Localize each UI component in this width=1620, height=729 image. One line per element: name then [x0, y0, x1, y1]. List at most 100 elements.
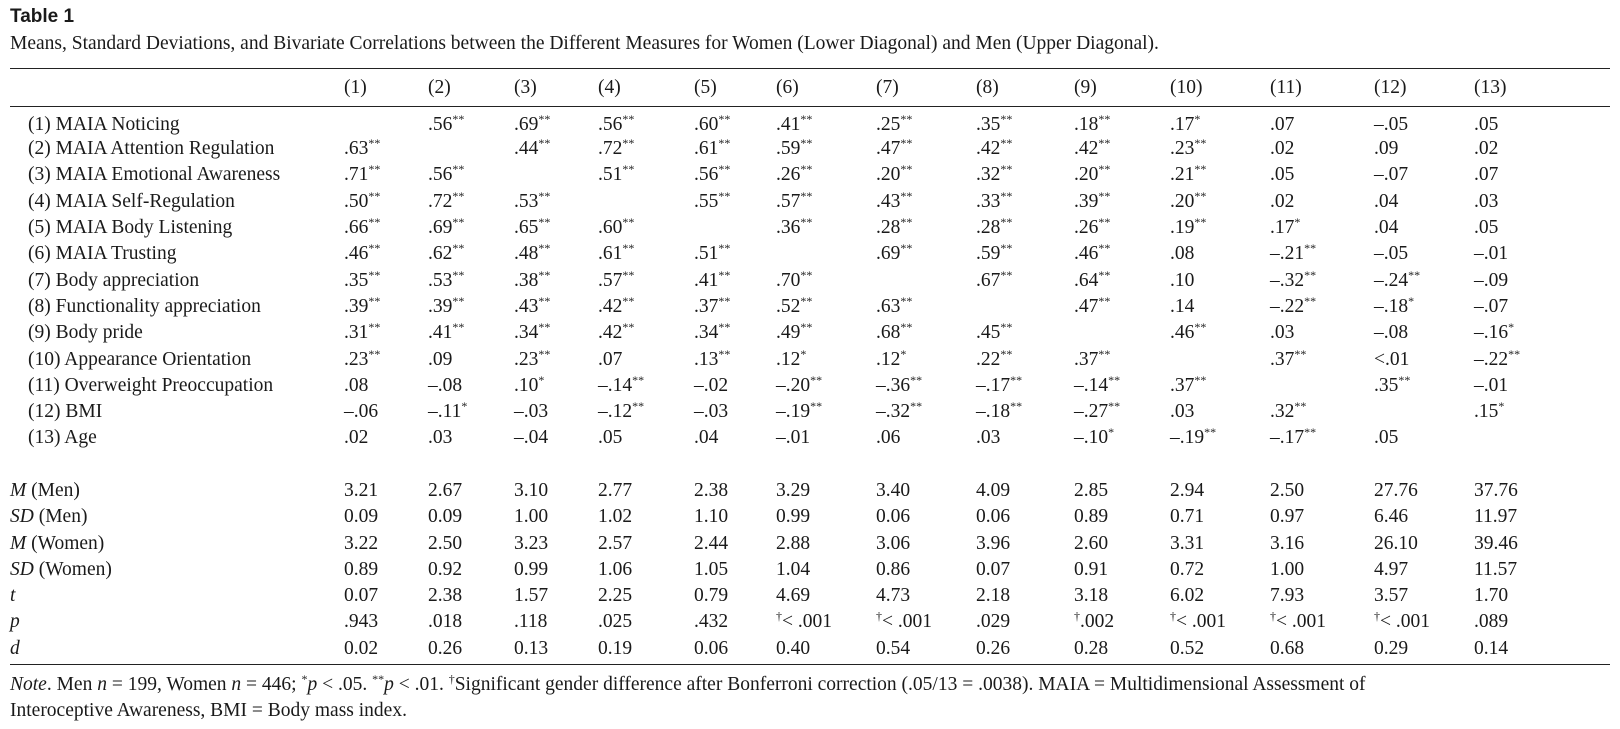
- correlation-cell: .60**: [694, 112, 731, 135]
- statistic-cell: 3.40: [876, 480, 911, 501]
- row-label: (10) Appearance Orientation: [28, 348, 252, 370]
- statistic-cell: 3.96: [976, 532, 1011, 554]
- correlation-cell: .03: [428, 427, 453, 449]
- statistic-cell: 0.99: [514, 558, 549, 580]
- correlation-cell: .57**: [776, 188, 813, 212]
- statistic-row: M (Men) 3.21 2.67 3.10 2.77 2.38 3.29 3.40 4.09 2…: [10, 478, 1610, 504]
- correlation-cell: .62**: [428, 241, 465, 265]
- statistic-cell: 11.97: [1474, 506, 1518, 528]
- correlation-cell: .50**: [344, 188, 381, 212]
- statistic-cell: 1.10: [694, 506, 729, 528]
- correlation-cell: .04: [694, 427, 719, 449]
- statistic-label: p: [10, 609, 344, 635]
- statistic-row: SD (Women) 0.89 0.92 0.99 1.06 1.05 1.04 0.86 0.…: [10, 557, 1610, 583]
- statistic-cell: 0.91: [1074, 558, 1109, 580]
- statistic-cell: 1.05: [694, 558, 729, 580]
- correlation-cell: .55**: [694, 188, 731, 212]
- statistic-cell: .029: [976, 611, 1011, 633]
- correlation-cell: –.04: [514, 427, 549, 449]
- statistic-cell: 2.77: [598, 480, 633, 501]
- statistic-cell: 0.07: [976, 558, 1011, 580]
- row-label: (6) MAIA Trusting: [28, 243, 177, 265]
- correlation-cell: –.03: [514, 401, 549, 423]
- statistic-symbol: t: [10, 585, 16, 607]
- statistic-cell: 2.94: [1170, 480, 1205, 501]
- column-header: (12): [1374, 77, 1407, 98]
- correlation-cell: .49**: [776, 320, 813, 344]
- statistic-cell: 0.06: [694, 637, 729, 659]
- column-header: (8): [976, 77, 999, 98]
- header-corner: [10, 70, 344, 106]
- bottom-rule: [10, 664, 1610, 665]
- statistic-row: t 0.07 2.38 1.57 2.25 0.79 4.69 4.73 2.18 3.18 6.0…: [10, 583, 1610, 609]
- statistic-cell: 2.57: [598, 532, 633, 554]
- statistic-cell: 0.26: [428, 637, 463, 659]
- correlation-cell: –.08: [428, 374, 463, 396]
- correlation-cell: .20**: [876, 162, 913, 186]
- correlation-cell: .51**: [694, 241, 731, 265]
- correlation-cell: .61**: [598, 241, 635, 265]
- correlation-cell: .37**: [1170, 372, 1207, 396]
- correlation-cell: .65**: [514, 215, 551, 239]
- correlation-cell: .68**: [876, 320, 913, 344]
- correlation-cell: .31**: [344, 320, 381, 344]
- correlation-cell: .61**: [694, 136, 731, 160]
- correlation-cell: .60**: [598, 215, 635, 239]
- correlation-cell: .02: [1270, 138, 1295, 160]
- statistic-cell: 7.93: [1270, 585, 1305, 607]
- correlation-row: (4) MAIA Self-Regulation .50** .72** .53**.…: [10, 189, 1610, 215]
- statistic-label: M (Women): [10, 530, 344, 556]
- correlation-cell: .33**: [976, 188, 1013, 212]
- statistic-label: M (Men): [10, 478, 344, 504]
- statistic-symbol: M: [10, 480, 27, 501]
- correlation-cell: –.01: [1474, 374, 1509, 396]
- note-line-1: Note. Men n = 199, Women n = 446; *p < .…: [10, 672, 1366, 695]
- note-line-2: Interoceptive Awareness, BMI = Body mass…: [10, 700, 407, 721]
- correlation-row: (13) Age .02 .03 –.04 .05 .04 –.01 .06 .03 –.10* –…: [10, 425, 1610, 451]
- correlation-cell: .46**: [344, 241, 381, 265]
- correlation-cell: .09: [1374, 138, 1399, 160]
- row-label: (11) Overweight Preoccupation: [28, 374, 274, 396]
- statistic-cell: †< .001: [1374, 609, 1430, 633]
- correlation-cell: .34**: [514, 320, 551, 344]
- statistic-cell: 0.19: [598, 637, 633, 659]
- statistic-cell: 0.72: [1170, 558, 1205, 580]
- correlation-cell: –.05: [1374, 243, 1409, 265]
- correlation-row: (10) Appearance Orientation .23** .09 .23**…: [10, 346, 1610, 372]
- column-header: (2): [428, 77, 451, 98]
- correlation-cell: –.01: [776, 427, 811, 449]
- statistic-cell: 0.28: [1074, 637, 1109, 659]
- correlation-cell: [1474, 425, 1610, 451]
- statistic-cell: 0.68: [1270, 637, 1305, 659]
- correlation-cell: .43**: [876, 188, 913, 212]
- correlation-cell: –.22**: [1474, 346, 1521, 370]
- statistic-cell: 0.14: [1474, 637, 1509, 659]
- statistic-cell: 3.31: [1170, 532, 1205, 554]
- table-body: (1) MAIA Noticing .56** .69** .56** .60** .41…: [10, 106, 1610, 662]
- correlation-cell: –.08: [1374, 322, 1409, 344]
- correlation-row: (12) BMI –.06 –.11* –.03 –.12** –.03 –.19** –.3…: [10, 399, 1610, 425]
- statistic-cell: 3.10: [514, 480, 549, 501]
- correlation-cell: .42**: [598, 293, 635, 317]
- statistic-symbol: SD: [10, 506, 34, 528]
- row-label: (13) Age: [28, 427, 97, 449]
- correlation-cell: .66**: [344, 215, 381, 239]
- correlation-cell: .71**: [344, 162, 381, 186]
- correlation-cell: .05: [1474, 114, 1499, 135]
- column-header: (11): [1270, 77, 1302, 98]
- correlation-cell: .20**: [1074, 162, 1111, 186]
- correlation-cell: –.05: [1374, 114, 1409, 135]
- gap-cell: [10, 452, 1610, 478]
- statistic-cell: 2.25: [598, 585, 633, 607]
- correlation-cell: .53**: [428, 267, 465, 291]
- correlation-cell: .69**: [876, 241, 913, 265]
- statistic-cell: 1.00: [514, 506, 549, 528]
- correlation-cell: .47**: [876, 136, 913, 160]
- row-label: (1) MAIA Noticing: [28, 114, 180, 135]
- correlation-cell: .07: [1270, 114, 1295, 135]
- correlation-cell: [976, 294, 1074, 320]
- statistic-cell: †< .001: [776, 609, 832, 633]
- correlation-cell: .69**: [514, 112, 551, 135]
- statistic-cell: 1.02: [598, 506, 633, 528]
